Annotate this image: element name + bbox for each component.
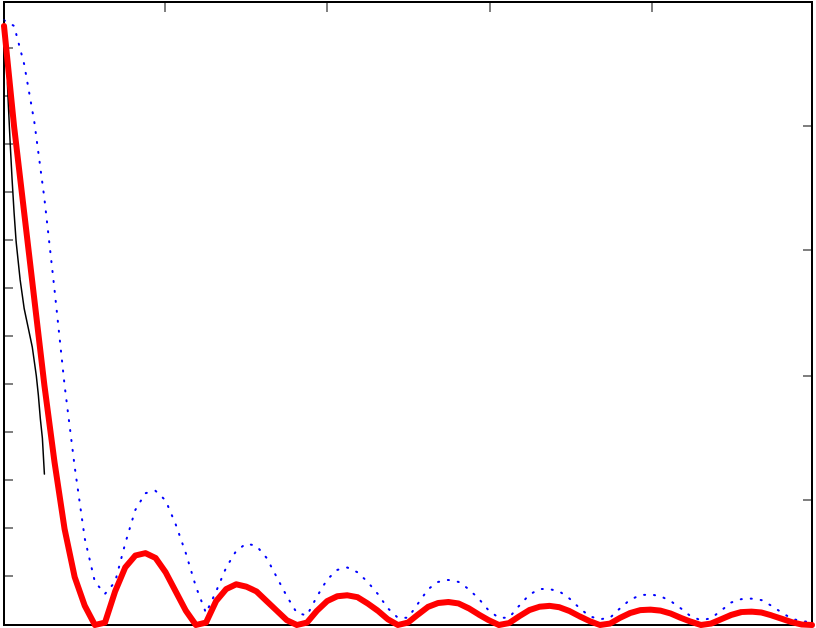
series-line-black	[3, 19, 46, 475]
series-line-red	[1, 22, 815, 628]
y-axis-ticks-right	[803, 1, 812, 626]
series-line-blue-dotted	[3, 19, 813, 624]
y-axis-ticks-left	[4, 47, 13, 577]
series-layer	[1, 19, 815, 628]
plot-border	[3, 1, 813, 626]
x-axis-ticks-top	[164, 2, 653, 12]
plot-area	[3, 1, 813, 626]
